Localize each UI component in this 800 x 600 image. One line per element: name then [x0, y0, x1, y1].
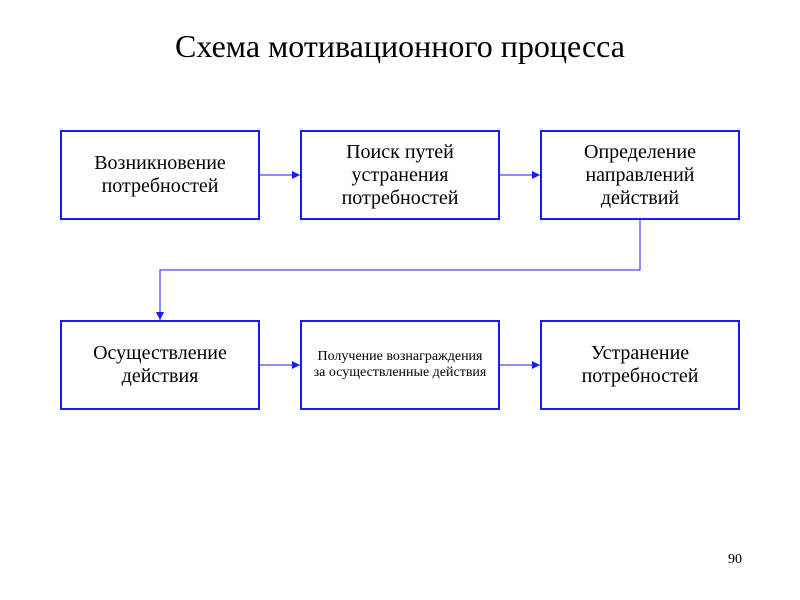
arrowhead-icon	[292, 171, 300, 179]
page-number: 90	[728, 552, 742, 568]
arrowhead-icon	[156, 312, 164, 320]
flowchart-edge-n3-n4	[160, 220, 640, 320]
flowchart-node-n4: Осуществление действия	[60, 320, 260, 410]
flowchart-node-n1: Возникновение потребностей	[60, 130, 260, 220]
flowchart-node-n3: Определение направлений действий	[540, 130, 740, 220]
arrowhead-icon	[532, 361, 540, 369]
page-title: Схема мотивационного процесса	[0, 28, 800, 65]
flowchart-node-n2: Поиск путей устранения потребностей	[300, 130, 500, 220]
flowchart-node-n6: Устранение потребностей	[540, 320, 740, 410]
flowchart-node-n5: Получение вознаграждения за осуществленн…	[300, 320, 500, 410]
flowchart-arrows-layer	[0, 0, 800, 600]
arrowhead-icon	[292, 361, 300, 369]
arrowhead-icon	[532, 171, 540, 179]
